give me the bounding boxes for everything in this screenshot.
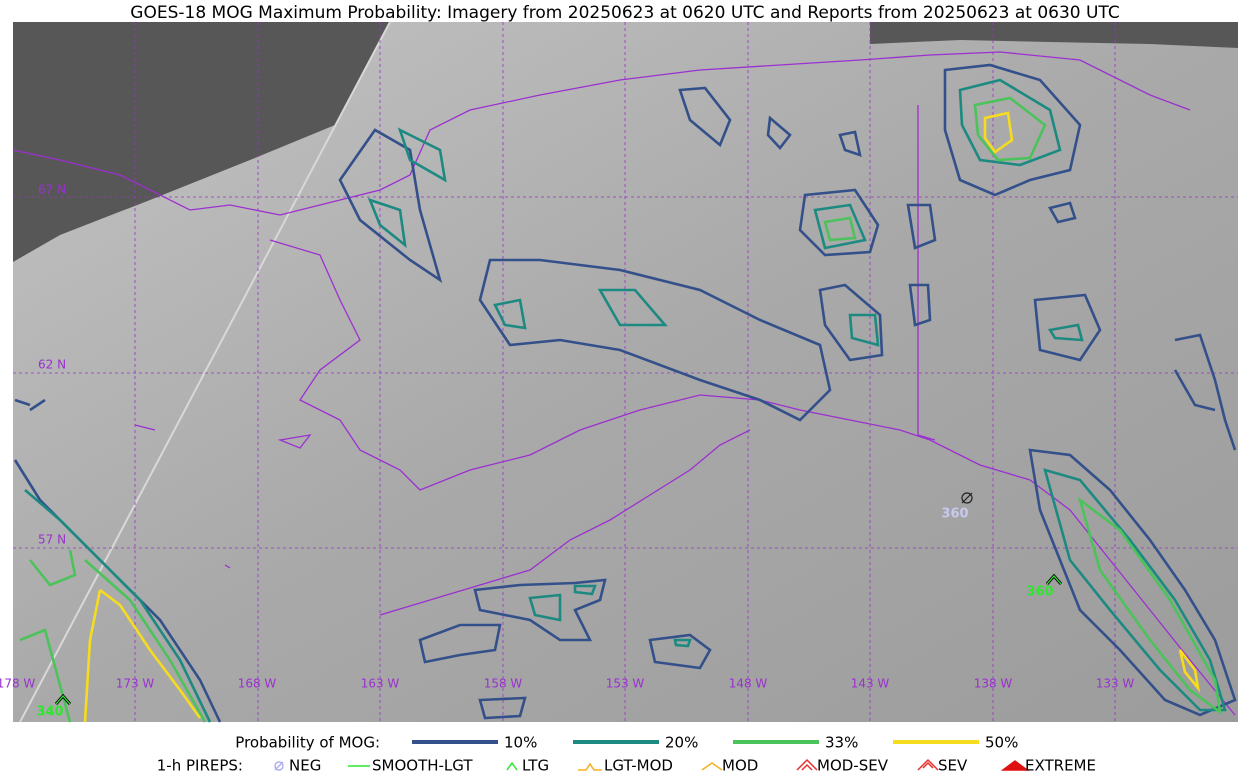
pirep-altitude: 360 xyxy=(1026,585,1053,600)
legend-label: EXTREME xyxy=(1025,757,1096,775)
lat-label: 57 N xyxy=(38,533,66,547)
lon-label: 178 W xyxy=(0,677,35,691)
lat-labels: 67 N 62 N 57 N xyxy=(38,183,66,547)
legend-label: 33% xyxy=(825,734,858,752)
legend-label: MOD-SEV xyxy=(817,757,889,775)
legend-label: SMOOTH-LGT xyxy=(372,757,473,775)
legend-symbol xyxy=(578,762,602,771)
lon-label: 163 W xyxy=(361,677,400,691)
pirep-altitude: 360 xyxy=(941,507,968,522)
lon-label: 158 W xyxy=(484,677,523,691)
legend: Probability of MOG: 10% 20% 33% 50% 1-h PIREP… xyxy=(157,734,1096,775)
legend-label: 20% xyxy=(665,734,698,752)
legend-symbol xyxy=(701,762,723,771)
legend-symbol xyxy=(796,758,818,771)
lon-labels: 178 W 173 W 168 W 163 W 158 W 153 W 148 W 143 W… xyxy=(0,677,1134,691)
legend-title: 1-h PIREPS: xyxy=(157,757,243,775)
legend-title: Probability of MOG: xyxy=(235,734,380,752)
legend-label: 50% xyxy=(985,734,1018,752)
coastlines xyxy=(12,51,1236,716)
pirep-altitude: 340 xyxy=(36,705,63,720)
space-region xyxy=(13,22,390,262)
map xyxy=(12,21,1238,723)
lon-label: 153 W xyxy=(606,677,645,691)
lon-label: 138 W xyxy=(974,677,1013,691)
mog-contours xyxy=(13,63,1237,723)
space-region xyxy=(870,22,1238,48)
pirep-symbol xyxy=(55,695,71,705)
legend-label: MOD xyxy=(722,757,758,775)
swath-edge xyxy=(19,21,391,723)
lat-label: 62 N xyxy=(38,358,66,372)
legend-symbol xyxy=(274,761,284,771)
legend-label: 10% xyxy=(504,734,537,752)
legend-label: NEG xyxy=(289,757,321,775)
legend-label: LGT-MOD xyxy=(604,757,673,775)
lon-label: 168 W xyxy=(238,677,277,691)
legend-label: LTG xyxy=(522,757,549,775)
pirep-symbol xyxy=(1046,575,1062,585)
pirep-symbol xyxy=(961,492,973,504)
legend-symbol xyxy=(917,758,939,771)
pirep-symbol xyxy=(961,492,973,504)
pirep-reports: 360 360 340 xyxy=(36,492,1063,720)
lon-label: 148 W xyxy=(729,677,768,691)
lon-label: 173 W xyxy=(116,677,155,691)
lon-label: 143 W xyxy=(851,677,890,691)
lat-label: 67 N xyxy=(38,183,66,197)
title: GOES-18 MOG Maximum Probability: Imagery… xyxy=(130,3,1119,23)
lon-label: 133 W xyxy=(1096,677,1135,691)
legend-symbol xyxy=(1000,760,1030,771)
legend-label: SEV xyxy=(938,757,968,775)
graticule xyxy=(13,22,1238,722)
legend-symbol xyxy=(506,761,518,771)
